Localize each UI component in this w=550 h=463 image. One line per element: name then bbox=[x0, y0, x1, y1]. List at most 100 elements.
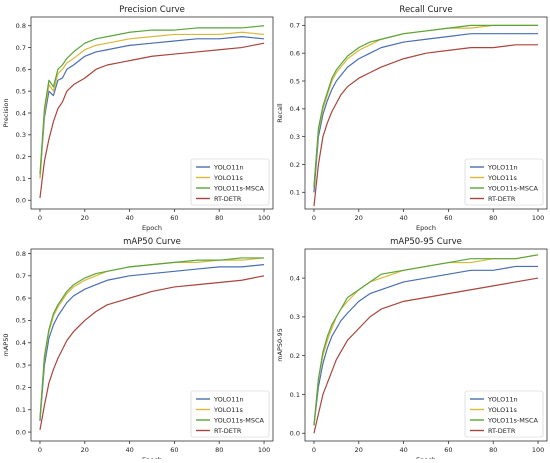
series-line-rt-detr bbox=[39, 275, 265, 430]
legend: YOLO11n YOLO11s YOLO11s-MSCA RT-DETR bbox=[190, 390, 270, 438]
plot-frame bbox=[304, 16, 548, 210]
series-line-rt-detr bbox=[313, 277, 539, 434]
series-line-yolo11n bbox=[39, 264, 265, 421]
x-tick-label: 40 bbox=[399, 446, 407, 454]
x-tick-label: 0 bbox=[38, 446, 42, 454]
y-tick-label: 0.4 bbox=[16, 109, 26, 117]
series-line-yolo11s-msca bbox=[313, 254, 539, 426]
y-tick-label: 0.2 bbox=[290, 352, 300, 360]
legend-label: YOLO11s bbox=[487, 174, 518, 182]
legend-label: YOLO11s bbox=[487, 406, 518, 414]
chart-title: mAP50 Curve bbox=[123, 237, 181, 247]
chart-panel-0: Precision Curve 0 20 40 60 80 100 0.0 0.1 0.2 0.3 0… bbox=[2, 5, 274, 232]
plot-frame bbox=[304, 248, 548, 442]
series-line-yolo11s bbox=[39, 257, 265, 419]
legend-label: YOLO11s bbox=[213, 406, 244, 414]
x-tick-label: 60 bbox=[170, 214, 178, 222]
legend: YOLO11n YOLO11s YOLO11s-MSCA RT-DETR bbox=[464, 390, 544, 438]
legend-label: YOLO11s-MSCA bbox=[213, 416, 265, 424]
chart-panel-3: mAP50-95 Curve 0 20 40 60 80 100 0.0 0.1 0.2 0.3 0.… bbox=[276, 237, 548, 463]
series-line-yolo11s-msca bbox=[313, 24, 539, 187]
x-tick-label: 60 bbox=[444, 446, 452, 454]
x-tick-label: 0 bbox=[312, 214, 316, 222]
plot-frame bbox=[30, 248, 274, 442]
y-axis-label: mAP50-95 bbox=[276, 328, 284, 362]
legend-label: YOLO11n bbox=[213, 395, 244, 403]
chart-title: mAP50-95 Curve bbox=[390, 237, 462, 247]
legend-box bbox=[190, 390, 270, 438]
y-tick-label: 0.5 bbox=[16, 87, 26, 95]
legend-label: YOLO11s-MSCA bbox=[213, 184, 265, 192]
legend-label: RT-DETR bbox=[488, 195, 516, 203]
y-tick-label: 0.3 bbox=[290, 133, 300, 141]
legend-label: YOLO11s-MSCA bbox=[487, 416, 539, 424]
y-tick-label: 0.3 bbox=[16, 131, 26, 139]
legend-box bbox=[464, 390, 544, 438]
chart-panel-2: mAP50 Curve 0 20 40 60 80 100 0.0 0.1 0.2 0.3 0.4 0.… bbox=[2, 237, 274, 463]
x-tick-label: 60 bbox=[170, 446, 178, 454]
y-tick-label: 0.4 bbox=[290, 274, 300, 282]
y-tick-label: 0.2 bbox=[16, 153, 26, 161]
x-tick-label: 100 bbox=[258, 446, 270, 454]
chart-title: Precision Curve bbox=[119, 5, 185, 15]
series-line-rt-detr bbox=[39, 42, 265, 199]
chart-title: Recall Curve bbox=[399, 5, 452, 15]
x-tick-label: 20 bbox=[355, 446, 363, 454]
y-tick-label: 0.1 bbox=[290, 189, 300, 197]
x-axis-label: Epoch bbox=[142, 224, 162, 232]
y-tick-label: 0.1 bbox=[16, 175, 26, 183]
legend-box bbox=[464, 158, 544, 206]
series-line-yolo11n bbox=[39, 36, 265, 179]
y-tick-label: 0.0 bbox=[290, 430, 300, 438]
legend-box bbox=[190, 158, 270, 206]
y-axis-label: Precision bbox=[2, 98, 10, 127]
legend-label: YOLO11n bbox=[487, 163, 518, 171]
x-tick-label: 100 bbox=[532, 446, 544, 454]
x-tick-label: 80 bbox=[489, 446, 497, 454]
x-tick-label: 100 bbox=[532, 214, 544, 222]
y-tick-label: 0.7 bbox=[290, 22, 300, 30]
legend-label: YOLO11s-MSCA bbox=[487, 184, 539, 192]
y-tick-label: 0.3 bbox=[290, 313, 300, 321]
y-tick-label: 0.7 bbox=[16, 44, 26, 52]
y-tick-label: 0.4 bbox=[16, 339, 26, 347]
series-line-yolo11n bbox=[313, 265, 539, 426]
y-tick-label: 0.2 bbox=[290, 161, 300, 169]
y-tick-label: 0.1 bbox=[16, 406, 26, 414]
y-tick-label: 0.0 bbox=[16, 197, 26, 205]
legend-label: YOLO11s bbox=[213, 174, 244, 182]
y-tick-label: 0.3 bbox=[16, 361, 26, 369]
legend-label: RT-DETR bbox=[214, 195, 242, 203]
chart-panel-1: Recall Curve 0 20 40 60 80 100 0.1 0.2 0.3 0.4 0.5 0… bbox=[276, 5, 548, 232]
series-line-yolo11n bbox=[313, 33, 539, 193]
y-tick-label: 0.8 bbox=[16, 250, 26, 258]
y-axis-label: mAP50 bbox=[2, 334, 10, 357]
legend: YOLO11n YOLO11s YOLO11s-MSCA RT-DETR bbox=[464, 158, 544, 206]
legend-label: RT-DETR bbox=[214, 427, 242, 435]
y-tick-label: 0.8 bbox=[16, 22, 26, 30]
y-tick-label: 0.6 bbox=[290, 49, 300, 57]
x-tick-label: 20 bbox=[81, 446, 89, 454]
legend-label: RT-DETR bbox=[488, 427, 516, 435]
y-tick-label: 0.5 bbox=[290, 77, 300, 85]
series-line-yolo11s-msca bbox=[39, 257, 265, 419]
series-line-yolo11s bbox=[39, 31, 265, 179]
x-tick-label: 40 bbox=[399, 214, 407, 222]
x-tick-label: 0 bbox=[38, 214, 42, 222]
y-tick-label: 0.0 bbox=[16, 428, 26, 436]
y-axis-label: Recall bbox=[276, 103, 284, 123]
legend: YOLO11n YOLO11s YOLO11s-MSCA RT-DETR bbox=[190, 158, 270, 206]
x-tick-label: 80 bbox=[215, 214, 223, 222]
series-line-yolo11s bbox=[313, 24, 539, 187]
y-tick-label: 0.6 bbox=[16, 66, 26, 74]
x-tick-label: 60 bbox=[444, 214, 452, 222]
x-tick-label: 80 bbox=[489, 214, 497, 222]
y-tick-label: 0.5 bbox=[16, 317, 26, 325]
x-tick-label: 0 bbox=[312, 446, 316, 454]
y-tick-label: 0.7 bbox=[16, 272, 26, 280]
legend-label: YOLO11n bbox=[487, 395, 518, 403]
x-tick-label: 20 bbox=[355, 214, 363, 222]
x-tick-label: 80 bbox=[215, 446, 223, 454]
